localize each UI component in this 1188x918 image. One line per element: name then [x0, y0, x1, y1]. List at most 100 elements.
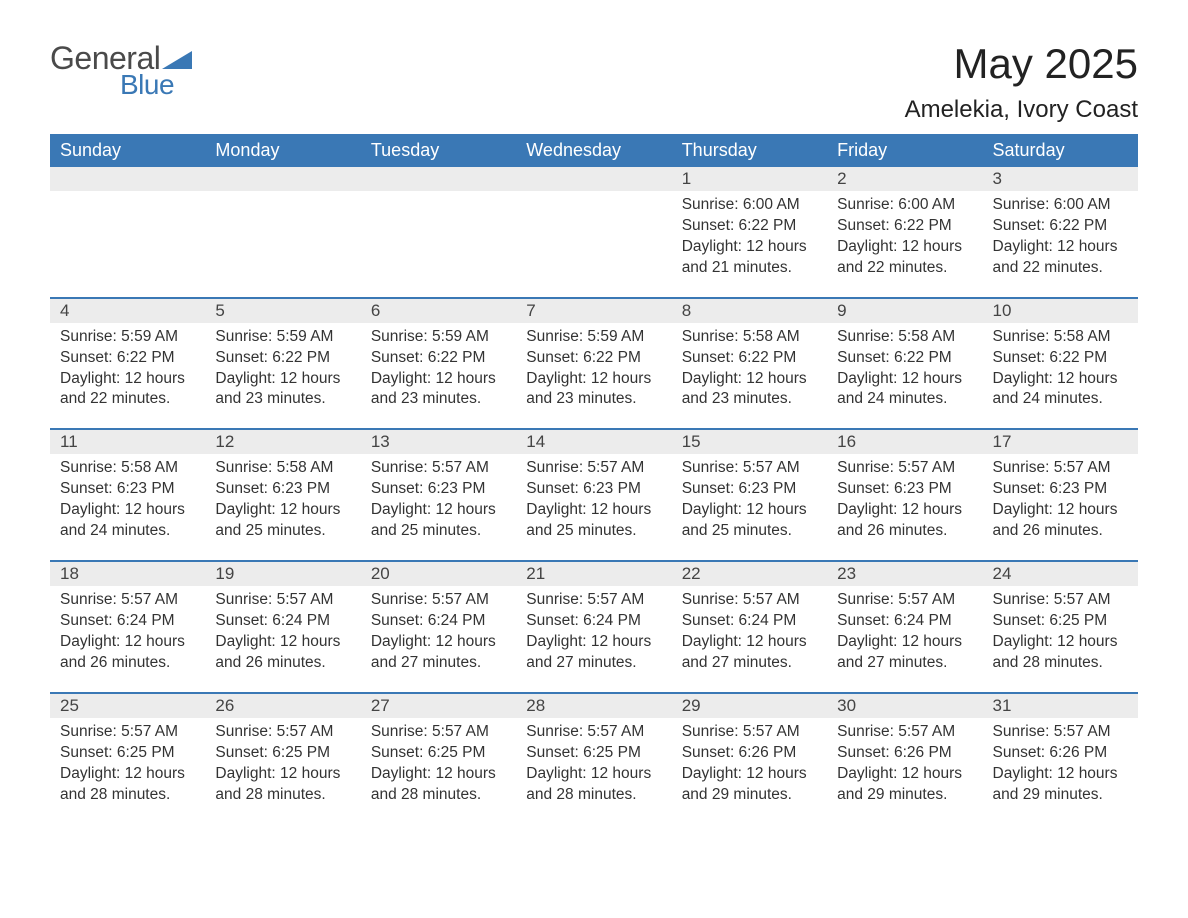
daylight1-text: Daylight: 12 hours [371, 632, 506, 653]
sunrise-text: Sunrise: 5:59 AM [526, 327, 661, 348]
day-number: 19 [215, 564, 234, 583]
sunset-text: Sunset: 6:22 PM [682, 348, 817, 369]
sunset-text: Sunset: 6:22 PM [993, 216, 1128, 237]
sunset-text: Sunset: 6:24 PM [682, 611, 817, 632]
month-title: May 2025 [905, 40, 1138, 88]
day-detail-cell: Sunrise: 5:58 AMSunset: 6:23 PMDaylight:… [205, 454, 360, 561]
day-detail-cell: Sunrise: 5:57 AMSunset: 6:23 PMDaylight:… [516, 454, 671, 561]
daylight2-text: and 24 minutes. [993, 389, 1128, 410]
daylight1-text: Daylight: 12 hours [526, 500, 661, 521]
day-detail-cell [361, 191, 516, 298]
sunset-text: Sunset: 6:24 PM [837, 611, 972, 632]
daylight2-text: and 28 minutes. [60, 785, 195, 806]
weekday-header: Monday [205, 134, 360, 167]
day-detail-cell: Sunrise: 5:57 AMSunset: 6:26 PMDaylight:… [827, 718, 982, 824]
day-detail-cell: Sunrise: 5:59 AMSunset: 6:22 PMDaylight:… [361, 323, 516, 430]
day-detail-cell: Sunrise: 5:57 AMSunset: 6:25 PMDaylight:… [205, 718, 360, 824]
day-detail-cell: Sunrise: 5:57 AMSunset: 6:24 PMDaylight:… [516, 586, 671, 693]
daylight1-text: Daylight: 12 hours [682, 369, 817, 390]
sunset-text: Sunset: 6:24 PM [371, 611, 506, 632]
sunset-text: Sunset: 6:22 PM [837, 348, 972, 369]
sunset-text: Sunset: 6:22 PM [682, 216, 817, 237]
daylight1-text: Daylight: 12 hours [837, 369, 972, 390]
day-number: 1 [682, 169, 691, 188]
day-number: 20 [371, 564, 390, 583]
daylight1-text: Daylight: 12 hours [682, 237, 817, 258]
daylight2-text: and 26 minutes. [215, 653, 350, 674]
daylight2-text: and 23 minutes. [371, 389, 506, 410]
day-number-cell: 15 [672, 429, 827, 454]
day-number: 30 [837, 696, 856, 715]
day-number-cell: 23 [827, 561, 982, 586]
day-number-cell: 4 [50, 298, 205, 323]
day-detail-row: Sunrise: 5:57 AM Sunset: 6:25 PM Daylight:… [50, 718, 1138, 824]
daylight1-text: Daylight: 12 hours [60, 632, 195, 653]
sunset-text: Sunset: 6:22 PM [526, 348, 661, 369]
day-detail-cell: Sunrise: 5:58 AMSunset: 6:22 PMDaylight:… [672, 323, 827, 430]
daylight2-text: and 24 minutes. [837, 389, 972, 410]
sunrise-text: Sunrise: 5:57 AM [526, 722, 661, 743]
sunrise-text: Sunrise: 5:57 AM [371, 590, 506, 611]
day-number-cell: 17 [983, 429, 1138, 454]
day-detail-cell: Sunrise: 5:57 AMSunset: 6:25 PMDaylight:… [983, 586, 1138, 693]
day-number: 14 [526, 432, 545, 451]
day-detail-cell: Sunrise: 6:00 AMSunset: 6:22 PMDaylight:… [983, 191, 1138, 298]
daylight2-text: and 27 minutes. [526, 653, 661, 674]
day-number-cell [516, 167, 671, 191]
day-number-cell: 18 [50, 561, 205, 586]
day-number: 22 [682, 564, 701, 583]
daylight2-text: and 27 minutes. [371, 653, 506, 674]
title-block: May 2025 Amelekia, Ivory Coast [905, 40, 1138, 124]
daylight1-text: Daylight: 12 hours [837, 237, 972, 258]
day-number: 13 [371, 432, 390, 451]
sunset-text: Sunset: 6:23 PM [682, 479, 817, 500]
daylight2-text: and 23 minutes. [215, 389, 350, 410]
day-number-cell [205, 167, 360, 191]
sunrise-text: Sunrise: 5:58 AM [993, 327, 1128, 348]
sunset-text: Sunset: 6:25 PM [60, 743, 195, 764]
day-number: 28 [526, 696, 545, 715]
day-number: 5 [215, 301, 224, 320]
day-number-cell: 3 [983, 167, 1138, 191]
day-number: 17 [993, 432, 1012, 451]
sunset-text: Sunset: 6:24 PM [60, 611, 195, 632]
sunset-text: Sunset: 6:23 PM [60, 479, 195, 500]
day-number: 21 [526, 564, 545, 583]
day-detail-cell: Sunrise: 5:57 AMSunset: 6:24 PMDaylight:… [361, 586, 516, 693]
sunrise-text: Sunrise: 5:57 AM [837, 590, 972, 611]
sunrise-text: Sunrise: 5:57 AM [993, 722, 1128, 743]
day-detail-cell [50, 191, 205, 298]
daylight1-text: Daylight: 12 hours [682, 632, 817, 653]
day-number-cell: 6 [361, 298, 516, 323]
sunrise-text: Sunrise: 5:58 AM [837, 327, 972, 348]
daylight2-text: and 29 minutes. [993, 785, 1128, 806]
daylight1-text: Daylight: 12 hours [215, 500, 350, 521]
day-detail-cell: Sunrise: 5:57 AMSunset: 6:23 PMDaylight:… [361, 454, 516, 561]
day-number-cell: 7 [516, 298, 671, 323]
day-detail-cell: Sunrise: 5:57 AMSunset: 6:26 PMDaylight:… [672, 718, 827, 824]
day-number: 2 [837, 169, 846, 188]
day-number-cell: 1 [672, 167, 827, 191]
daylight2-text: and 21 minutes. [682, 258, 817, 279]
day-number: 18 [60, 564, 79, 583]
sunrise-text: Sunrise: 6:00 AM [837, 195, 972, 216]
day-number-cell: 2 [827, 167, 982, 191]
location-subtitle: Amelekia, Ivory Coast [905, 96, 1138, 124]
day-number: 24 [993, 564, 1012, 583]
day-detail-row: Sunrise: 5:58 AMSunset: 6:23 PMDaylight:… [50, 454, 1138, 561]
sunrise-text: Sunrise: 6:00 AM [993, 195, 1128, 216]
daylight1-text: Daylight: 12 hours [993, 632, 1128, 653]
daylight1-text: Daylight: 12 hours [993, 237, 1128, 258]
daylight2-text: and 22 minutes. [837, 258, 972, 279]
day-number-row: 45678910 [50, 298, 1138, 323]
weekday-header-row: Sunday Monday Tuesday Wednesday Thursday… [50, 134, 1138, 167]
daylight2-text: and 23 minutes. [526, 389, 661, 410]
daylight1-text: Daylight: 12 hours [837, 764, 972, 785]
day-number-cell: 27 [361, 693, 516, 718]
day-number-cell: 21 [516, 561, 671, 586]
daylight2-text: and 26 minutes. [60, 653, 195, 674]
daylight1-text: Daylight: 12 hours [837, 500, 972, 521]
sunset-text: Sunset: 6:24 PM [215, 611, 350, 632]
daylight2-text: and 29 minutes. [682, 785, 817, 806]
sunrise-text: Sunrise: 5:57 AM [682, 590, 817, 611]
